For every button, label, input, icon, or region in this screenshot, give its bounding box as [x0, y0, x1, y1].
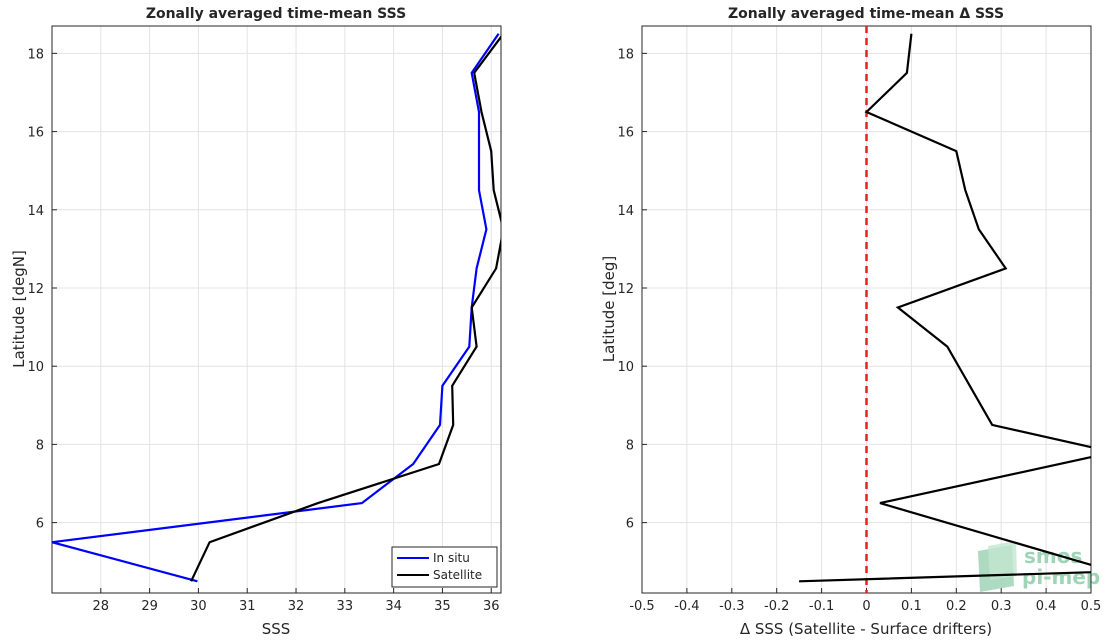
right-chart: -0.5 -0.4 -0.3 -0.2 -0.1 0 0.1 0.2 0.3 0.4 0.5 6 8 10…: [600, 6, 1101, 638]
y-tick-label: 8: [36, 438, 44, 453]
y-tick-label: 14: [27, 204, 44, 219]
right-x-axis-label: Δ SSS (Satellite - Surface drifters): [740, 620, 992, 638]
right-chart-title: Zonally averaged time-mean Δ SSS: [728, 6, 1004, 22]
y-tick-label: 16: [27, 126, 44, 141]
y-tick-label: 12: [27, 282, 44, 297]
series-line-delta-sss: [799, 33, 1091, 583]
y-tick-label: 10: [27, 360, 44, 375]
left-ticks: 28 29 30 31 32 33 34 35 36 6 8 10 12 14 16 18: [27, 47, 499, 614]
x-tick-label: 0.1: [901, 599, 922, 614]
legend-label-in-situ: In situ: [433, 551, 470, 565]
left-chart-title: Zonally averaged time-mean SSS: [146, 6, 406, 22]
x-tick-label: 0: [862, 599, 870, 614]
x-tick-label: 29: [141, 599, 158, 614]
series-line-satellite: [190, 35, 501, 582]
y-tick-label: 8: [626, 438, 634, 453]
x-tick-label: 28: [93, 599, 110, 614]
left-gridlines: [52, 26, 501, 593]
y-tick-label: 10: [617, 360, 634, 375]
right-y-axis-label: Latitude [deg]: [600, 256, 618, 362]
logo-text-pi-mep: pi-mep: [1022, 565, 1100, 589]
x-tick-label: 0.5: [1081, 599, 1102, 614]
x-tick-label: -0.5: [629, 599, 654, 614]
x-tick-label: -0.3: [719, 599, 744, 614]
logo-mark-shade: [988, 541, 1017, 580]
legend-label-satellite: Satellite: [433, 568, 482, 582]
x-tick-label: 34: [385, 599, 402, 614]
right-ticks: -0.5 -0.4 -0.3 -0.2 -0.1 0 0.1 0.2 0.3 0.4 0.5 6 8 10…: [617, 47, 1101, 614]
left-plot-frame: [51, 25, 502, 594]
legend: In situ Satellite: [391, 546, 498, 588]
left-x-axis-label: SSS: [262, 620, 291, 638]
y-tick-label: 18: [617, 47, 634, 62]
left-series-lines: [52, 33, 501, 583]
y-tick-label: 12: [617, 282, 634, 297]
y-tick-label: 6: [36, 517, 44, 532]
y-tick-label: 6: [626, 517, 634, 532]
x-tick-label: 36: [483, 599, 500, 614]
y-tick-label: 14: [617, 204, 634, 219]
x-tick-label: 0.2: [946, 599, 967, 614]
left-plot-area: [52, 26, 501, 593]
x-tick-label: -0.4: [674, 599, 699, 614]
x-tick-label: 30: [190, 599, 207, 614]
y-tick-label: 18: [27, 47, 44, 62]
x-tick-label: 33: [337, 599, 354, 614]
left-chart: 28 29 30 31 32 33 34 35 36 6 8 10 12 14 16 18 Zonally a…: [10, 6, 502, 638]
right-series-lines: [799, 33, 1091, 583]
y-tick-label: 16: [617, 126, 634, 141]
x-tick-label: -0.1: [809, 599, 834, 614]
x-tick-label: 35: [434, 599, 451, 614]
x-tick-label: 0.3: [991, 599, 1012, 614]
left-y-axis-label: Latitude [degN]: [10, 250, 28, 368]
x-tick-label: 0.4: [1036, 599, 1057, 614]
x-tick-label: -0.2: [764, 599, 789, 614]
x-tick-label: 32: [288, 599, 305, 614]
smos-pi-mep-logo: smos pi-mep: [978, 541, 1100, 592]
x-tick-label: 31: [239, 599, 256, 614]
legend-box: [391, 546, 498, 588]
